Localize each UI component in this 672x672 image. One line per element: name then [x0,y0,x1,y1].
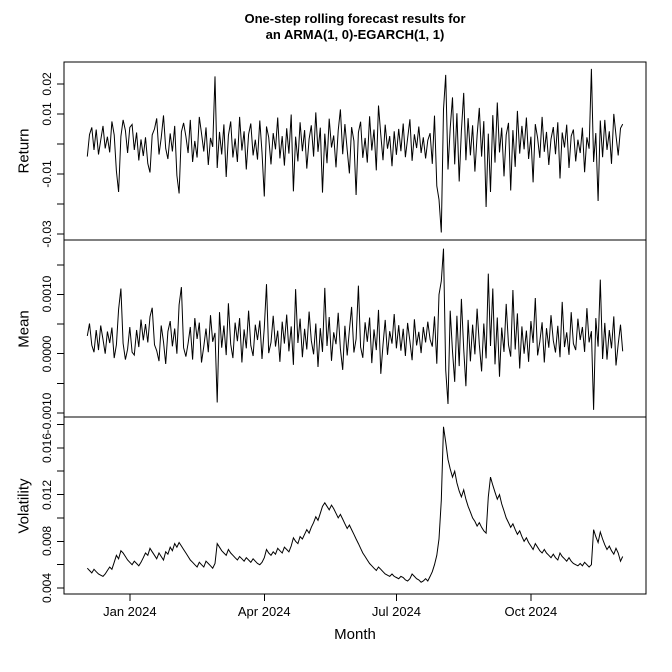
panel-border-mean [63,239,647,418]
chart-title: One-step rolling forecast results for an… [244,11,465,43]
mean-series-line [86,248,624,410]
chart-title-line1: One-step rolling forecast results for [244,11,466,26]
panel-border-volatility [63,416,647,595]
return-series-line [86,68,624,233]
volatility-series-line [86,426,624,583]
x-axis-title: Month [334,626,376,643]
chart-title-line2: an ARMA(1, 0)-EGARCH(1, 1) [265,27,445,42]
